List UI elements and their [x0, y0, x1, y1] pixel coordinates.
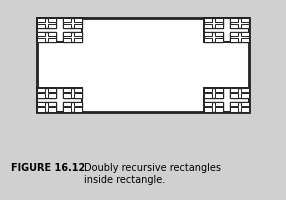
Bar: [37, 19, 45, 23]
Bar: [230, 19, 238, 23]
Bar: [74, 94, 82, 98]
Text: FIGURE 16.12: FIGURE 16.12: [11, 163, 86, 173]
Bar: [215, 88, 223, 93]
Bar: [37, 39, 45, 43]
Bar: [63, 88, 71, 93]
Bar: [37, 33, 45, 37]
Bar: [241, 33, 249, 37]
Bar: [230, 88, 238, 93]
Bar: [241, 108, 249, 112]
Text: Doubly recursive rectangles
inside rectangle.: Doubly recursive rectangles inside recta…: [84, 163, 221, 184]
Bar: [230, 33, 238, 37]
Bar: [63, 33, 82, 43]
Bar: [63, 19, 82, 29]
Bar: [74, 24, 82, 29]
Bar: [215, 19, 223, 23]
Bar: [48, 108, 56, 112]
Bar: [37, 19, 82, 43]
Bar: [241, 19, 249, 23]
Bar: [37, 24, 45, 29]
Bar: [48, 24, 56, 29]
Bar: [215, 108, 223, 112]
Bar: [204, 108, 212, 112]
Bar: [230, 33, 249, 43]
Bar: [37, 19, 56, 29]
Bar: [215, 102, 223, 107]
Bar: [241, 24, 249, 29]
Bar: [230, 108, 238, 112]
Bar: [48, 88, 56, 93]
Bar: [204, 39, 212, 43]
Bar: [48, 39, 56, 43]
Bar: [241, 94, 249, 98]
Bar: [37, 19, 249, 112]
Bar: [63, 19, 71, 23]
Bar: [63, 33, 71, 37]
Bar: [74, 19, 82, 23]
Bar: [215, 39, 223, 43]
Bar: [37, 108, 45, 112]
Bar: [241, 39, 249, 43]
Bar: [63, 102, 71, 107]
Bar: [204, 102, 223, 112]
Bar: [204, 102, 212, 107]
Bar: [48, 102, 56, 107]
Bar: [204, 24, 212, 29]
Bar: [74, 39, 82, 43]
Bar: [48, 33, 56, 37]
Bar: [63, 94, 71, 98]
Bar: [63, 102, 82, 112]
Bar: [48, 94, 56, 98]
Bar: [230, 24, 238, 29]
Bar: [63, 39, 71, 43]
Bar: [48, 19, 56, 23]
Bar: [63, 88, 82, 98]
Bar: [63, 24, 71, 29]
Bar: [63, 108, 71, 112]
Bar: [230, 88, 249, 98]
Bar: [215, 94, 223, 98]
Bar: [230, 39, 238, 43]
Bar: [230, 102, 249, 112]
Bar: [74, 33, 82, 37]
Bar: [230, 19, 249, 29]
Bar: [37, 88, 45, 93]
Bar: [74, 88, 82, 93]
Bar: [37, 88, 56, 98]
Bar: [204, 88, 249, 112]
Bar: [204, 19, 249, 43]
Bar: [74, 102, 82, 107]
Bar: [215, 33, 223, 37]
Bar: [37, 88, 82, 112]
Bar: [215, 24, 223, 29]
Bar: [241, 102, 249, 107]
Bar: [74, 108, 82, 112]
Bar: [204, 88, 212, 93]
Bar: [204, 94, 212, 98]
Bar: [204, 88, 223, 98]
Bar: [204, 33, 212, 37]
Bar: [37, 94, 45, 98]
Bar: [204, 19, 212, 23]
Bar: [204, 33, 223, 43]
Bar: [230, 94, 238, 98]
Bar: [37, 102, 56, 112]
Bar: [230, 102, 238, 107]
Bar: [204, 19, 223, 29]
Bar: [37, 102, 45, 107]
Bar: [241, 88, 249, 93]
Bar: [37, 33, 56, 43]
